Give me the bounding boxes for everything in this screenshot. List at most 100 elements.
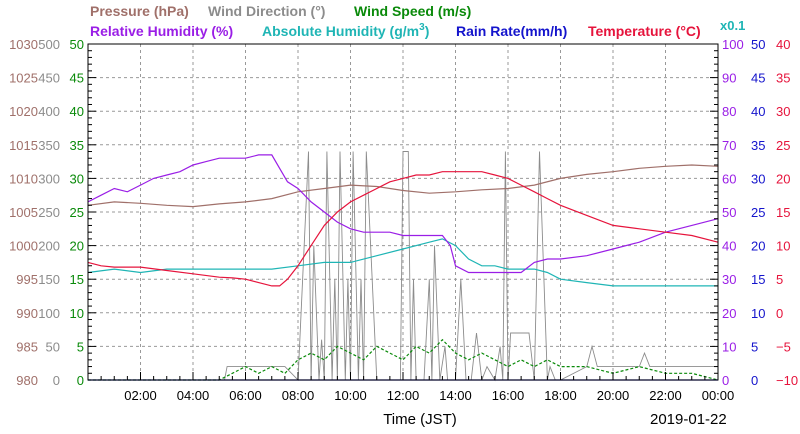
right-tick-label-relative_humidity: 20 bbox=[722, 306, 736, 321]
right-tick-label-temperature: 5 bbox=[776, 272, 783, 287]
x-tick-label: 16:00 bbox=[492, 388, 525, 403]
left-tick-label-wind_speed: 40 bbox=[70, 104, 84, 119]
right-tick-label-temperature: −5 bbox=[776, 339, 791, 354]
left-tick-label-wind_direction: 350 bbox=[38, 138, 60, 153]
series-line-absolute-humidity-g-m3 bbox=[87, 238, 718, 287]
left-tick-label-wind_direction: 300 bbox=[38, 171, 60, 186]
right-tick-label-temperature: 15 bbox=[776, 205, 790, 220]
x-tick-label: 14:00 bbox=[439, 388, 472, 403]
x-tick-label: 22:00 bbox=[649, 388, 682, 403]
left-tick-label-wind_speed: 20 bbox=[70, 239, 84, 254]
right-tick-label-relative_humidity: 10 bbox=[722, 339, 736, 354]
left-tick-label-pressure: 1005 bbox=[9, 205, 38, 220]
right-tick-label-rain_rate: 35 bbox=[751, 138, 765, 153]
legend-entry: Relative Humidity (%) bbox=[90, 23, 233, 39]
left-tick-label-pressure: 1000 bbox=[9, 239, 38, 254]
legend-entry: Temperature (°C) bbox=[588, 23, 701, 39]
right-tick-label-temperature: −10 bbox=[776, 373, 798, 388]
left-tick-label-pressure: 1010 bbox=[9, 171, 38, 186]
right-tick-label-relative_humidity: 50 bbox=[722, 205, 736, 220]
x-axis: 02:00 04:00 06:00 08:00 10:00 12:00 14:00 16:00… bbox=[87, 372, 735, 403]
right-tick-label-relative_humidity: 40 bbox=[722, 239, 736, 254]
right-tick-label-temperature: 40 bbox=[776, 37, 790, 52]
left-tick-label-pressure: 1015 bbox=[9, 138, 38, 153]
right-tick-label-temperature: 35 bbox=[776, 71, 790, 86]
right-tick-label-rain_rate: 10 bbox=[751, 306, 765, 321]
right-tick-label-rain_rate: 20 bbox=[751, 239, 765, 254]
left-tick-label-pressure: 990 bbox=[16, 306, 38, 321]
right-tick-label-relative_humidity: 0 bbox=[722, 373, 729, 388]
date-label: 2019-01-22 bbox=[650, 411, 727, 428]
legend-entry: Pressure (hPa) bbox=[90, 3, 189, 19]
x-tick-label: 04:00 bbox=[177, 388, 210, 403]
left-tick-label-pressure: 1020 bbox=[9, 104, 38, 119]
left-tick-label-wind_direction: 450 bbox=[38, 71, 60, 86]
series-line-wind-direction bbox=[88, 151, 718, 382]
left-tick-label-wind_direction: 150 bbox=[38, 272, 60, 287]
left-tick-label-wind_direction: 250 bbox=[38, 205, 60, 220]
x-tick-label: 08:00 bbox=[282, 388, 315, 403]
legend: Pressure (hPa) Wind Direction (°) Wind Spe… bbox=[90, 3, 745, 39]
abs-humidity-scale-note: x0.1 bbox=[720, 18, 745, 33]
left-tick-label-wind_direction: 0 bbox=[53, 373, 60, 388]
right-tick-label-relative_humidity: 30 bbox=[722, 272, 736, 287]
right-tick-label-relative_humidity: 100 bbox=[722, 37, 744, 52]
right-tick-label-relative_humidity: 90 bbox=[722, 71, 736, 86]
x-tick-label: 02:00 bbox=[124, 388, 157, 403]
x-tick-label: 10:00 bbox=[334, 388, 367, 403]
left-tick-label-pressure: 995 bbox=[16, 272, 38, 287]
left-tick-label-wind_direction: 400 bbox=[38, 104, 60, 119]
right-tick-label-temperature: 10 bbox=[776, 239, 790, 254]
series-line-temperature-c bbox=[87, 171, 719, 287]
x-axis-title: Time (JST) bbox=[383, 411, 457, 428]
right-tick-label-relative_humidity: 60 bbox=[722, 171, 736, 186]
legend-entry: Absolute Humidity (g/m3) bbox=[262, 22, 429, 39]
x-tick-label: 06:00 bbox=[229, 388, 262, 403]
right-tick-label-rain_rate: 0 bbox=[751, 373, 758, 388]
left-tick-label-wind_speed: 15 bbox=[70, 272, 84, 287]
left-tick-label-pressure: 1030 bbox=[9, 37, 38, 52]
right-tick-label-temperature: 20 bbox=[776, 171, 790, 186]
right-tick-label-rain_rate: 40 bbox=[751, 104, 765, 119]
series-line-relative-humidity bbox=[87, 154, 719, 274]
legend-entry: Wind Direction (°) bbox=[208, 3, 325, 19]
left-tick-label-pressure: 1025 bbox=[9, 71, 38, 86]
left-tick-label-wind_speed: 50 bbox=[70, 37, 84, 52]
right-tick-label-rain_rate: 45 bbox=[751, 71, 765, 86]
left-tick-label-wind_speed: 0 bbox=[77, 373, 84, 388]
right-tick-label-rain_rate: 50 bbox=[751, 37, 765, 52]
left-tick-label-wind_direction: 200 bbox=[38, 239, 60, 254]
right-tick-label-rain_rate: 15 bbox=[751, 272, 765, 287]
right-tick-label-relative_humidity: 80 bbox=[722, 104, 736, 119]
legend-entry: Rain Rate(mm/h) bbox=[456, 23, 567, 39]
series-line-wind-speed-m-s bbox=[88, 338, 719, 381]
left-tick-label-pressure: 985 bbox=[16, 339, 38, 354]
x-tick-label: 20:00 bbox=[597, 388, 630, 403]
left-tick-label-wind_speed: 45 bbox=[70, 71, 84, 86]
right-tick-label-temperature: 30 bbox=[776, 104, 790, 119]
left-tick-label-pressure: 980 bbox=[16, 373, 38, 388]
right-tick-label-rain_rate: 30 bbox=[751, 171, 765, 186]
x-tick-label: 18:00 bbox=[544, 388, 577, 403]
legend-entry: Wind Speed (m/s) bbox=[354, 3, 471, 19]
x-tick-label: 12:00 bbox=[387, 388, 420, 403]
left-axes: 9809859909951000100510101015102010251030… bbox=[9, 37, 718, 388]
right-tick-label-rain_rate: 25 bbox=[751, 205, 765, 220]
left-tick-label-wind_speed: 35 bbox=[70, 138, 84, 153]
left-tick-label-wind_direction: 50 bbox=[46, 339, 60, 354]
right-tick-label-temperature: 0 bbox=[776, 306, 783, 321]
right-tick-label-rain_rate: 5 bbox=[751, 339, 758, 354]
right-tick-label-relative_humidity: 70 bbox=[722, 138, 736, 153]
left-tick-label-wind_speed: 5 bbox=[77, 339, 84, 354]
series-line-pressure-hpa bbox=[87, 164, 719, 208]
left-tick-label-wind_direction: 500 bbox=[38, 37, 60, 52]
left-tick-label-wind_speed: 10 bbox=[70, 306, 84, 321]
right-tick-label-temperature: 25 bbox=[776, 138, 790, 153]
left-tick-label-wind_speed: 25 bbox=[70, 205, 84, 220]
x-tick-label: 00:00 bbox=[702, 388, 735, 403]
right-axes: 0102030405060708090100051015202530354045… bbox=[722, 37, 798, 388]
left-tick-label-wind_direction: 100 bbox=[38, 306, 60, 321]
